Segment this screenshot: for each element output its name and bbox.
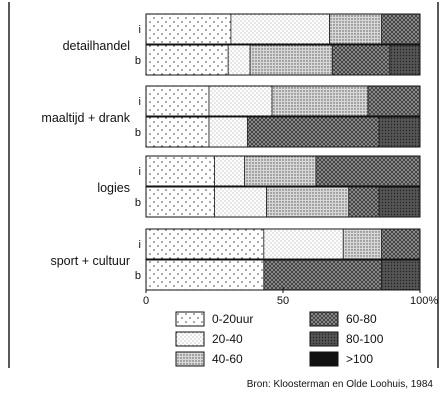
legend-swatch [309, 331, 339, 347]
bar-segment-2-i-4 [367, 85, 421, 117]
bar-segment-3-b-3 [266, 186, 350, 218]
bars-layer [145, 13, 421, 291]
bar-segment-4-b-1 [145, 259, 265, 291]
bar-segment-1-b-4 [331, 44, 391, 76]
group-label: detailhandel [63, 39, 130, 53]
bar-segment-1-i-3 [329, 13, 383, 45]
legend-label: 80-100 [346, 332, 384, 346]
bar-outline [145, 44, 421, 76]
bar-outline [145, 13, 421, 45]
row-label: i [139, 96, 141, 108]
legend-label: 40-60 [212, 352, 243, 366]
legend-swatch [309, 351, 339, 367]
bar-segment-4-i-2 [263, 228, 344, 260]
bar-segment-4-i-4 [381, 228, 421, 260]
bar-segment-3-i-4 [315, 155, 421, 187]
x-axis: 0 50 100% [143, 287, 438, 307]
bar-segment-1-b-3 [249, 44, 333, 76]
bar-segment-4-b-5 [381, 259, 421, 291]
bar-segment-2-i-1 [145, 85, 210, 117]
bar-segment-1-i-4 [381, 13, 421, 45]
legend-label: 20-40 [212, 332, 243, 346]
bar-segment-3-i-1 [145, 155, 215, 187]
row-label: b [135, 270, 141, 282]
bar-segment-1-b-1 [145, 44, 229, 76]
bar-segment-3-b-1 [145, 186, 215, 218]
row-label: i [139, 239, 141, 251]
figure-frame [8, 2, 439, 368]
bar-segment-1-b-5 [389, 44, 421, 76]
bar-outline [145, 228, 421, 260]
bar-segment-2-b-5 [378, 116, 421, 148]
bar-segment-4-b-4 [263, 259, 383, 291]
bar-segment-3-i-3 [244, 155, 317, 187]
legend-swatch [175, 331, 205, 347]
bar-segment-2-i-3 [271, 85, 369, 117]
bar-segment-4-i-1 [145, 228, 265, 260]
bar-outline [145, 186, 421, 218]
legend-label: >100 [346, 352, 373, 366]
row-label: b [135, 55, 141, 67]
row-label: b [135, 197, 141, 209]
bar-segment-1-i-1 [145, 13, 232, 45]
bar-segment-3-b-4 [348, 186, 380, 218]
legend-label: 60-80 [346, 312, 377, 326]
legend-swatch [175, 351, 205, 367]
bar-outline [145, 116, 421, 148]
x-tick-label: 100% [410, 295, 438, 307]
bar-segment-3-i-2 [214, 155, 246, 187]
bar-segment-2-b-4 [246, 116, 380, 148]
bar-segment-1-b-2 [227, 44, 251, 76]
source-caption: Bron: Kloosterman en Olde Loohuis, 1984 [247, 379, 434, 390]
bar-segment-2-i-2 [208, 85, 273, 117]
bar-segment-4-i-3 [342, 228, 383, 260]
bar-segment-2-b-2 [208, 116, 248, 148]
bar-segment-2-b-1 [145, 116, 210, 148]
row-label: i [139, 24, 141, 36]
legend-swatch [309, 311, 339, 327]
row-label: i [139, 166, 141, 178]
row-label: b [135, 127, 141, 139]
legend: 0-20uur 20-40 40-60 60-80 80-100 >100 [175, 311, 384, 367]
x-tick-label: 50 [277, 295, 289, 307]
group-label: maaltijd + drank [41, 111, 130, 125]
x-tick-label: 0 [143, 295, 149, 307]
bar-segment-3-b-2 [214, 186, 267, 218]
bar-outline [145, 155, 421, 187]
legend-swatch [175, 311, 205, 327]
legend-label: 0-20uur [212, 312, 253, 326]
bar-outline [145, 85, 421, 117]
group-label: logies [97, 181, 130, 195]
bar-segment-1-i-2 [230, 13, 330, 45]
bar-segment-3-b-5 [378, 186, 421, 218]
group-label: sport + cultuur [50, 254, 130, 268]
